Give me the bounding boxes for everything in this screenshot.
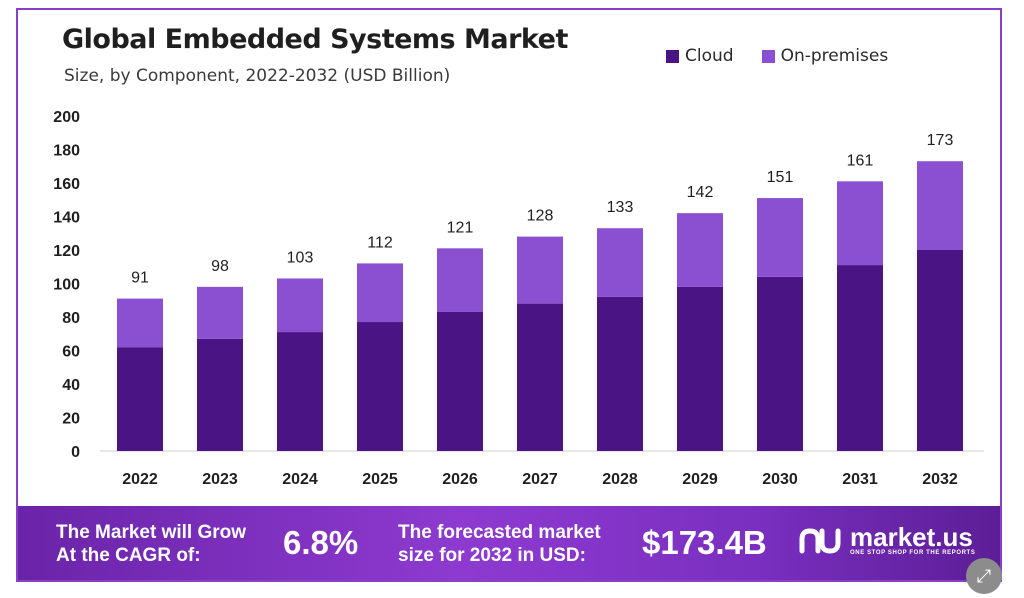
x-tick-label: 2029 — [682, 471, 718, 488]
y-tick-label: 160 — [53, 176, 80, 193]
bar-cloud-2024 — [277, 332, 323, 451]
legend-swatch-on-premises — [761, 49, 775, 63]
y-tick-label: 100 — [53, 277, 80, 294]
bar-on-premises-2022 — [117, 298, 163, 348]
bar-on-premises-2023 — [197, 286, 243, 339]
bar-on-premises-2030 — [757, 198, 803, 277]
cagr-label-line2: At the CAGR of: — [56, 545, 201, 566]
y-tick-label: 140 — [53, 210, 80, 227]
bar-on-premises-2025 — [357, 263, 403, 323]
bar-on-premises-2024 — [277, 278, 323, 333]
bar-total-label: 98 — [211, 258, 229, 275]
legend-item-on-premises: On-premises — [761, 46, 889, 66]
x-tick-label: 2031 — [842, 471, 878, 488]
bar-total-label: 151 — [767, 169, 794, 186]
bar-on-premises-2028 — [597, 228, 643, 297]
bar-total-label: 103 — [287, 249, 314, 266]
expand-icon: ⤢ — [976, 566, 992, 586]
summary-banner: The Market will Grow At the CAGR of: 6.8… — [18, 506, 1000, 580]
bar-cloud-2023 — [197, 338, 243, 451]
x-tick-label: 2023 — [202, 471, 238, 488]
x-tick-label: 2032 — [922, 471, 958, 488]
bar-total-label: 142 — [687, 184, 714, 201]
cagr-value: 6.8% — [283, 524, 359, 561]
legend-label-on-premises: On-premises — [780, 46, 889, 66]
bars: 91 98 103 112 121 128 133 142 151 161 173 — [117, 132, 963, 451]
logo-tagline: ONE STOP SHOP FOR THE REPORTS — [850, 550, 976, 556]
x-tick-label: 2024 — [282, 471, 318, 488]
legend-swatch-cloud — [666, 49, 679, 63]
bar-on-premises-2026 — [437, 248, 483, 312]
bar-chart: 0 20 40 60 80 100 120 140 160 180 200 91 98 103 112 12… — [53, 109, 984, 488]
y-axis: 0 20 40 60 80 100 120 140 160 180 200 — [53, 109, 80, 461]
legend-label-cloud: Cloud — [685, 46, 734, 66]
y-tick-label: 200 — [53, 109, 80, 126]
bar-total-label: 121 — [447, 219, 474, 236]
y-tick-label: 120 — [53, 243, 80, 260]
bar-cloud-2029 — [677, 286, 723, 451]
y-tick-label: 0 — [71, 444, 80, 461]
x-tick-label: 2026 — [442, 471, 478, 488]
bar-cloud-2022 — [117, 347, 163, 451]
bar-total-label: 91 — [131, 270, 149, 287]
bar-on-premises-2029 — [677, 213, 723, 287]
forecast-label-line2: size for 2032 in USD: — [398, 545, 586, 566]
bar-cloud-2028 — [597, 296, 643, 451]
bar-on-premises-2027 — [517, 236, 563, 304]
chart-card: Global Embedded Systems Market Size, by … — [16, 8, 1002, 582]
bar-cloud-2031 — [837, 265, 883, 451]
x-tick-label: 2028 — [602, 471, 638, 488]
cagr-label: The Market will Grow At the CAGR of: — [56, 521, 246, 567]
logo-name: market.us — [850, 522, 973, 552]
forecast-value: $173.4B — [642, 524, 767, 561]
chart-subtitle: Size, by Component, 2022-2032 (USD Billi… — [64, 66, 451, 86]
bar-on-premises-2032 — [917, 161, 963, 250]
bar-cloud-2027 — [517, 303, 563, 451]
bar-total-label: 161 — [847, 152, 874, 169]
bar-cloud-2026 — [437, 311, 483, 451]
bar-on-premises-2031 — [837, 181, 883, 266]
market-us-logo-icon — [799, 528, 841, 554]
bar-total-label: 128 — [527, 208, 554, 225]
y-tick-label: 20 — [62, 411, 80, 428]
x-tick-label: 2030 — [762, 471, 798, 488]
legend-item-cloud: Cloud — [666, 46, 734, 66]
market-us-logo: market.us ONE STOP SHOP FOR THE REPORTS — [798, 524, 975, 556]
y-tick-label: 40 — [62, 377, 80, 394]
y-tick-label: 180 — [53, 143, 80, 160]
y-tick-label: 60 — [62, 344, 80, 361]
bar-cloud-2032 — [917, 250, 963, 451]
expand-button[interactable]: ⤢ — [966, 558, 1002, 594]
bar-total-label: 112 — [367, 234, 393, 251]
bar-total-label: 133 — [607, 199, 634, 216]
bar-total-label: 173 — [927, 132, 954, 149]
cagr-label-line1: The Market will Grow — [56, 522, 247, 543]
forecast-label: The forecasted market size for 2032 in U… — [398, 521, 601, 567]
x-tick-label: 2025 — [362, 471, 398, 488]
x-tick-label: 2022 — [122, 471, 158, 488]
x-tick-label: 2027 — [522, 471, 558, 488]
bar-cloud-2025 — [357, 322, 403, 451]
bar-cloud-2030 — [757, 276, 803, 451]
y-tick-label: 80 — [62, 310, 80, 327]
legend: Cloud On-premises — [666, 46, 888, 66]
chart-title: Global Embedded Systems Market — [62, 24, 568, 55]
forecast-label-line1: The forecasted market — [398, 522, 601, 543]
x-axis: 2022 2023 2024 2025 2026 2027 2028 2029 2030 2031… — [122, 471, 958, 488]
